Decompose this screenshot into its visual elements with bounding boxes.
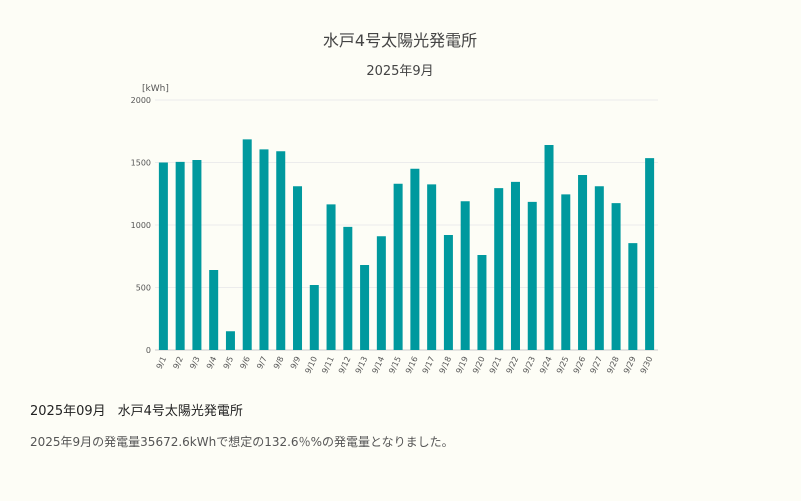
bar — [410, 168, 420, 350]
chart-subtitle: 2025年9月 — [366, 64, 433, 79]
bar — [343, 226, 353, 350]
bar — [175, 161, 185, 350]
bar — [578, 175, 588, 350]
x-axis-ticks: 9/1 9/2 9/3 9/4 9/5 9/6 9/7 9/8 9/9 9/10 9/11 9/12 9… — [155, 355, 655, 375]
x-tick-label: 9/4 — [205, 355, 219, 370]
y-tick-label: 1500 — [131, 159, 151, 168]
x-tick-label: 9/24 — [538, 355, 554, 375]
x-tick-label: 9/6 — [238, 355, 252, 370]
bar — [393, 183, 403, 350]
x-tick-label: 9/13 — [354, 355, 370, 375]
x-tick-label: 9/29 — [622, 355, 638, 375]
y-tick-label: 2000 — [131, 96, 151, 105]
x-tick-label: 9/20 — [471, 355, 487, 375]
x-tick-label: 9/15 — [387, 355, 403, 375]
x-tick-label: 9/21 — [488, 355, 504, 375]
generation-bar-chart: 水戸4号太陽光発電所 2025年9月 [kWh] 0 500 1000 1500 200… — [131, 31, 658, 375]
bar — [259, 149, 269, 350]
x-tick-label: 9/30 — [639, 355, 655, 375]
bar — [209, 270, 219, 350]
x-tick-label: 9/25 — [555, 355, 571, 375]
x-tick-label: 9/3 — [188, 355, 202, 370]
y-axis-unit: [kWh] — [142, 84, 169, 94]
summary-plant-name: 水戸4号太陽光発電所 — [117, 404, 243, 419]
x-tick-label: 9/8 — [272, 355, 286, 370]
summary-section: 2025年09月 水戸4号太陽光発電所 2025年9月の発電量35672.6kWh… — [30, 400, 770, 450]
bar — [628, 243, 638, 350]
bar — [645, 158, 655, 350]
x-tick-label: 9/26 — [572, 355, 588, 375]
x-tick-label: 9/10 — [303, 355, 319, 375]
y-tick-label: 500 — [136, 284, 151, 293]
bar — [427, 184, 437, 350]
x-tick-label: 9/2 — [171, 355, 185, 370]
bar — [276, 151, 286, 350]
bar — [477, 255, 487, 350]
bar — [460, 201, 470, 350]
bar — [158, 162, 168, 350]
x-tick-label: 9/28 — [605, 355, 621, 375]
bar — [309, 285, 319, 350]
x-tick-label: 9/14 — [370, 355, 386, 375]
bar — [293, 186, 303, 350]
summary-heading: 2025年09月 水戸4号太陽光発電所 — [30, 400, 770, 419]
x-tick-label: 9/1 — [155, 355, 169, 370]
bar — [594, 186, 604, 350]
x-tick-label: 9/17 — [421, 355, 437, 375]
bar — [242, 139, 252, 350]
bar — [192, 160, 202, 350]
x-tick-label: 9/18 — [437, 355, 453, 375]
x-tick-label: 9/9 — [289, 355, 303, 370]
chart-title: 水戸4号太陽光発電所 — [323, 31, 477, 50]
bar — [326, 204, 336, 350]
bar — [611, 203, 621, 350]
x-tick-label: 9/5 — [222, 355, 236, 370]
bar — [510, 181, 520, 350]
bar — [561, 194, 571, 350]
bar — [544, 145, 554, 350]
bar — [494, 188, 504, 350]
bar — [376, 236, 386, 350]
summary-text: 2025年9月の発電量35672.6kWhで想定の132.6％%の発電量となりま… — [30, 435, 454, 449]
y-axis-ticks: 0 500 1000 1500 2000 — [131, 96, 151, 355]
x-tick-label: 9/23 — [521, 355, 537, 375]
x-tick-label: 9/7 — [255, 355, 269, 370]
y-tick-label: 0 — [146, 346, 151, 355]
x-tick-label: 9/16 — [404, 355, 420, 375]
bar — [225, 331, 235, 350]
x-tick-label: 9/12 — [337, 355, 353, 375]
x-tick-label: 9/19 — [454, 355, 470, 375]
x-tick-label: 9/11 — [320, 355, 336, 375]
x-tick-label: 9/22 — [505, 355, 521, 375]
bar — [360, 265, 370, 350]
y-tick-label: 1000 — [131, 221, 151, 230]
bar — [527, 201, 537, 350]
bar — [443, 235, 453, 350]
grid-lines — [155, 99, 658, 351]
bar-series — [158, 139, 655, 350]
summary-period: 2025年09月 — [30, 404, 106, 419]
x-tick-label: 9/27 — [588, 355, 604, 375]
